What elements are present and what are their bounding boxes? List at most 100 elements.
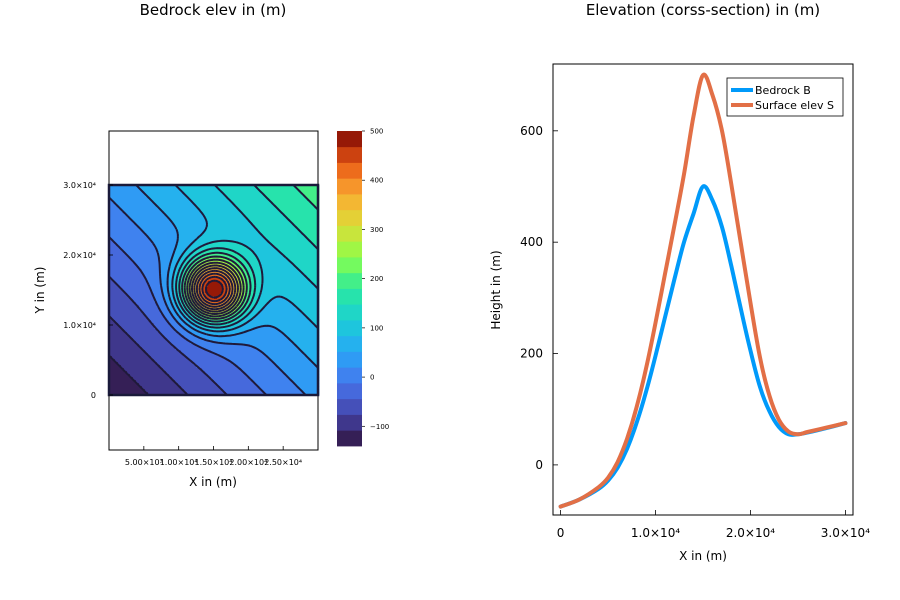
contour-cell [172, 200, 176, 204]
contour-cell [187, 200, 191, 204]
contour-cell [133, 287, 137, 291]
contour-cell [124, 239, 128, 243]
contour-cell [238, 323, 242, 327]
contour-cell [127, 188, 131, 192]
contour-cell [250, 362, 254, 366]
contour-cell [118, 338, 122, 342]
contour-cell [298, 329, 302, 333]
contour-cell [208, 260, 212, 264]
contour-cell [112, 278, 116, 282]
contour-cell [280, 293, 284, 297]
contour-cell [292, 293, 296, 297]
contour-cell [244, 260, 248, 264]
contour-cell [304, 263, 308, 267]
contour-cell [229, 233, 233, 237]
contour-cell [193, 341, 197, 345]
contour-cell [283, 284, 287, 288]
contour-cell [304, 188, 308, 192]
contour-cell [229, 215, 233, 219]
contour-cell [133, 299, 137, 303]
contour-cell [253, 329, 257, 333]
contour-cell [115, 287, 119, 291]
contour-cell [214, 344, 218, 348]
contour-cell [187, 218, 191, 222]
contour-cell [121, 272, 125, 276]
contour-cell [229, 242, 233, 246]
contour-cell [220, 362, 224, 366]
contour-cell [151, 224, 155, 228]
contour-cell [298, 206, 302, 210]
contour-cell [277, 332, 281, 336]
contour-cell [298, 251, 302, 255]
contour-cell [313, 272, 317, 276]
contour-cell [292, 359, 296, 363]
contour-cell [130, 227, 134, 231]
contour-cell [232, 257, 236, 261]
contour-cell [244, 227, 248, 231]
contour-cell [274, 275, 278, 279]
contour-cell [226, 242, 230, 246]
contour-cell [157, 272, 161, 276]
contour-cell [148, 263, 152, 267]
contour-cell [181, 305, 185, 309]
contour-cell [235, 212, 239, 216]
contour-cell [118, 278, 122, 282]
contour-cell [124, 386, 128, 390]
contour-cell [250, 311, 254, 315]
contour-cell [145, 215, 149, 219]
contour-cell [310, 326, 314, 330]
contour-cell [256, 389, 260, 393]
contour-cell [271, 185, 275, 189]
contour-cell [121, 302, 125, 306]
contour-cell [250, 254, 254, 258]
contour-cell [160, 302, 164, 306]
contour-cell [274, 242, 278, 246]
contour-cell [193, 380, 197, 384]
contour-cell [124, 236, 128, 240]
contour-cell [268, 215, 272, 219]
contour-cell [133, 347, 137, 351]
contour-cell [136, 320, 140, 324]
contour-cell [130, 230, 134, 234]
contour-cell [277, 296, 281, 300]
contour-cell [268, 392, 272, 396]
contour-cell [187, 236, 191, 240]
contour-cell [196, 245, 200, 249]
contour-cell [223, 359, 227, 363]
contour-cell [313, 344, 317, 348]
contour-cell [298, 341, 302, 345]
contour-cell [301, 392, 305, 396]
contour-cell [121, 254, 125, 258]
contour-cell [136, 269, 140, 273]
contour-cell [136, 350, 140, 354]
contour-cell [142, 245, 146, 249]
contour-cell [142, 365, 146, 369]
contour-cell [268, 359, 272, 363]
contour-cell [274, 245, 278, 249]
contour-cell [220, 266, 224, 270]
contour-cell [202, 377, 206, 381]
contour-cell [235, 266, 239, 270]
contour-cell [223, 362, 227, 366]
contour-cell [241, 344, 245, 348]
contour-cell [247, 188, 251, 192]
contour-cell [241, 335, 245, 339]
contour-cell [112, 374, 116, 378]
contour-cell [199, 230, 203, 234]
contour-cell [157, 197, 161, 201]
contour-cell [124, 341, 128, 345]
contour-cell [283, 356, 287, 360]
contour-cell [241, 230, 245, 234]
contour-cell [310, 311, 314, 315]
contour-cell [301, 347, 305, 351]
contour-line [186, 258, 245, 318]
contour-line [205, 279, 224, 299]
contour-cell [184, 218, 188, 222]
contour-cell [112, 296, 116, 300]
contour-cell [112, 251, 116, 255]
contour-cell [151, 302, 155, 306]
contour-cell [187, 317, 191, 321]
contour-cell [220, 359, 224, 363]
contour-cell [118, 194, 122, 198]
contour-cell [178, 335, 182, 339]
